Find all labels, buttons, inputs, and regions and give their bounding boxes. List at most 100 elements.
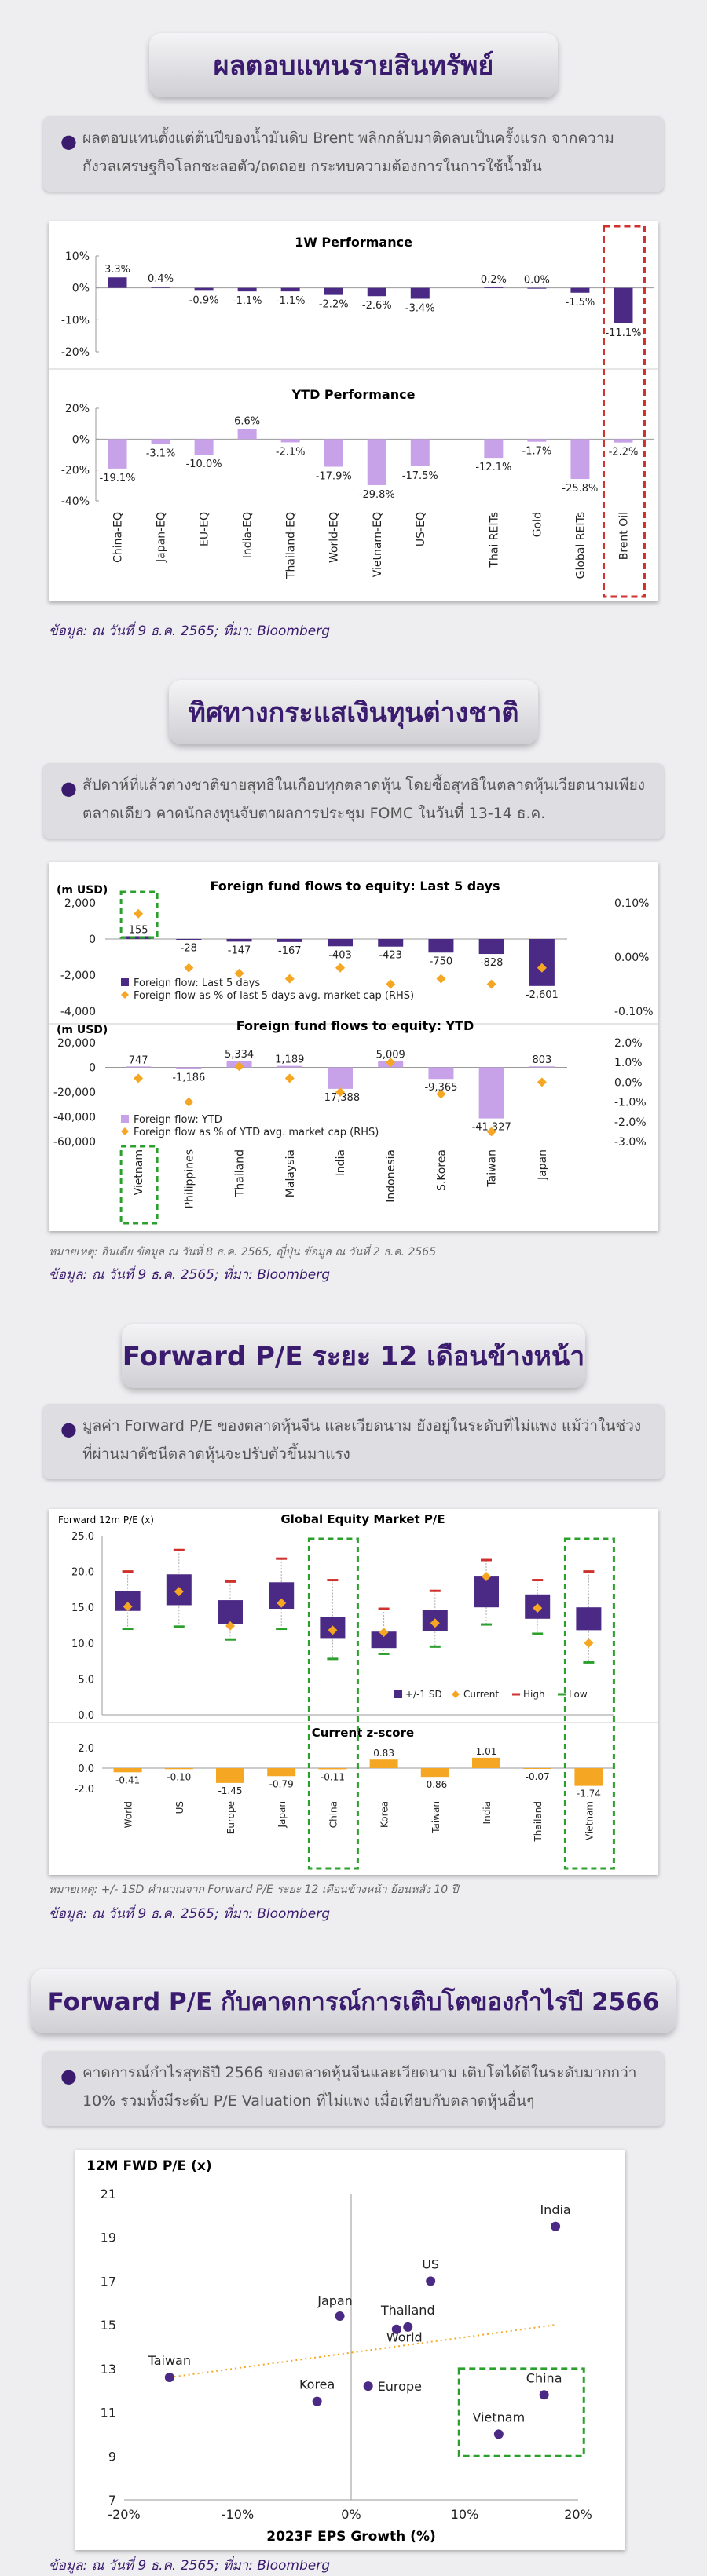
category-label: EU-EQ [199, 512, 211, 546]
y-tick-label: -60,000 [53, 1136, 96, 1149]
data-label: -10.0% [186, 459, 222, 470]
y-tick-label: -20% [61, 465, 90, 477]
data-label: 0.2% [481, 274, 507, 286]
marker-diamond [234, 1061, 244, 1072]
y-tick-label: 15 [101, 2318, 116, 2333]
bar [324, 439, 343, 467]
foreign-flows-chart: Foreign fund flows to equity: Last 5 day… [49, 862, 658, 1231]
section-bullet: ● คาดการณ์กำไรสุทธิปี 2566 ของตลาดหุ้นจี… [43, 2051, 664, 2126]
data-label: -0.41 [115, 1774, 140, 1785]
y-tick-label: -4,000 [60, 1006, 96, 1018]
bar [237, 287, 257, 292]
x-tick-label: 10% [451, 2507, 479, 2522]
legend-swatch [452, 1690, 460, 1698]
category-label: Thailand-EQ [285, 512, 298, 579]
highlight-box-china-vietnam [457, 2367, 585, 2457]
scatter-point [335, 2311, 345, 2321]
y-tick-label: 10.0 [71, 1639, 94, 1650]
y-tick-label: -20% [61, 346, 90, 359]
category-label: World [123, 1801, 134, 1828]
marker-diamond [134, 908, 144, 919]
marker-diamond [284, 974, 295, 984]
scatter-point [363, 2381, 373, 2391]
scatter-point [539, 2390, 549, 2400]
data-label: 803 [532, 1054, 551, 1066]
category-label: S.Korea [435, 1149, 448, 1191]
bar [428, 1067, 454, 1080]
data-label: -167 [278, 945, 302, 957]
chart-title: Current z-score [312, 1726, 414, 1740]
data-label: -1.1% [233, 295, 262, 307]
x-axis-title: 2023F EPS Growth (%) [266, 2529, 436, 2545]
data-label: -423 [379, 950, 402, 962]
bar [410, 439, 430, 466]
category-label: Indonesia [385, 1149, 397, 1203]
x-tick-label: -10% [222, 2507, 254, 2522]
legend-label: Foreign flow as % of last 5 days avg. ma… [134, 990, 414, 1002]
bar [328, 1067, 353, 1089]
bar [226, 939, 252, 942]
legend-label: Low [569, 1689, 588, 1700]
bar [176, 1067, 202, 1069]
bar [194, 439, 214, 455]
y-tick-label: -2,000 [60, 970, 96, 982]
trend-line [169, 2324, 556, 2378]
data-label: 5,334 [225, 1049, 254, 1061]
data-label: -17.5% [402, 470, 438, 482]
highlight-box-brent [602, 225, 646, 598]
data-label: -3.4% [405, 302, 435, 314]
point-label: India [540, 2202, 570, 2217]
footnote: หมายเหตุ: +/- 1SD คำนวณจาก Forward P/E ร… [49, 1884, 459, 1896]
category-label: Taiwan [430, 1801, 441, 1834]
y-tick-label: 15.0 [71, 1602, 94, 1614]
category-label: Global REITs [574, 512, 587, 579]
asset-performance-chart: 1W Performance 10% 0% -10% -20% 3.3% 0.4% -0.9%… [49, 221, 658, 601]
point-label: Taiwan [148, 2353, 191, 2368]
y-tick-label: -20,000 [53, 1087, 96, 1099]
pe-chart-svg: Forward 12m P/E (x) Global Equity Market … [49, 1512, 658, 1870]
category-label: India-EQ [242, 512, 255, 558]
category-label: India [482, 1801, 493, 1824]
flows-chart-svg: Foreign fund flows to equity: Last 5 day… [49, 879, 658, 1225]
scatter-chart-svg: 12M FWD P/E (x) 2023F EPS Growth (%) 21 19 1… [86, 2158, 592, 2545]
chart-title: YTD Performance [291, 387, 416, 402]
bar [484, 439, 504, 459]
scatter-point [391, 2324, 401, 2334]
section-header-asset-returns: ผลตอบแทนรายสินทรัพย์ [149, 33, 558, 97]
bullet-text: ผลตอบแทนตั้งแต่ต้นปีของน้ำมันดิบ Brent พ… [82, 130, 614, 175]
scatter-point [493, 2429, 504, 2439]
section-title: Forward P/E ระยะ 12 เดือนข้างหน้า [122, 1341, 585, 1372]
pe-growth-scatter: 12M FWD P/E (x) 2023F EPS Growth (%) 21 19 1… [75, 2150, 625, 2550]
y-tick-label: 19 [101, 2231, 116, 2245]
data-label: -1.5% [566, 297, 595, 309]
chart-title: Foreign fund flows to equity: YTD [236, 1018, 474, 1033]
section-header-forward-pe: Forward P/E ระยะ 12 เดือนข้างหน้า [122, 1324, 585, 1388]
marker-diamond [537, 1077, 547, 1087]
category-label: US [174, 1801, 185, 1814]
y2-tick-label: 1.0% [614, 1057, 643, 1069]
data-label: 0.0% [524, 275, 550, 287]
scatter-point [403, 2322, 413, 2332]
marker-diamond [486, 1127, 496, 1137]
current-marker [277, 1598, 287, 1608]
bar [237, 429, 257, 440]
bar [108, 439, 127, 469]
bar [410, 287, 430, 299]
y-tick-label: 7 [108, 2493, 116, 2508]
point-label: Thailand [380, 2303, 435, 2318]
legend-swatch [121, 991, 129, 999]
data-label: 3.3% [104, 264, 130, 276]
pe-chart: Forward 12m P/E (x) Global Equity Market … [49, 1509, 658, 1875]
data-label: -2.1% [276, 446, 306, 458]
bar [108, 277, 127, 288]
bar [478, 939, 504, 955]
bar [280, 439, 300, 443]
legend-label: Current [463, 1689, 499, 1700]
data-label: 747 [129, 1054, 148, 1066]
bar [267, 1768, 296, 1777]
current-marker [174, 1587, 184, 1597]
bullet-text: มูลค่า Forward P/E ของตลาดหุ้นจีน และเวี… [82, 1417, 642, 1463]
chart-title: 1W Performance [295, 235, 412, 250]
legend-swatch [121, 1115, 129, 1123]
data-label: -1.45 [218, 1785, 242, 1796]
